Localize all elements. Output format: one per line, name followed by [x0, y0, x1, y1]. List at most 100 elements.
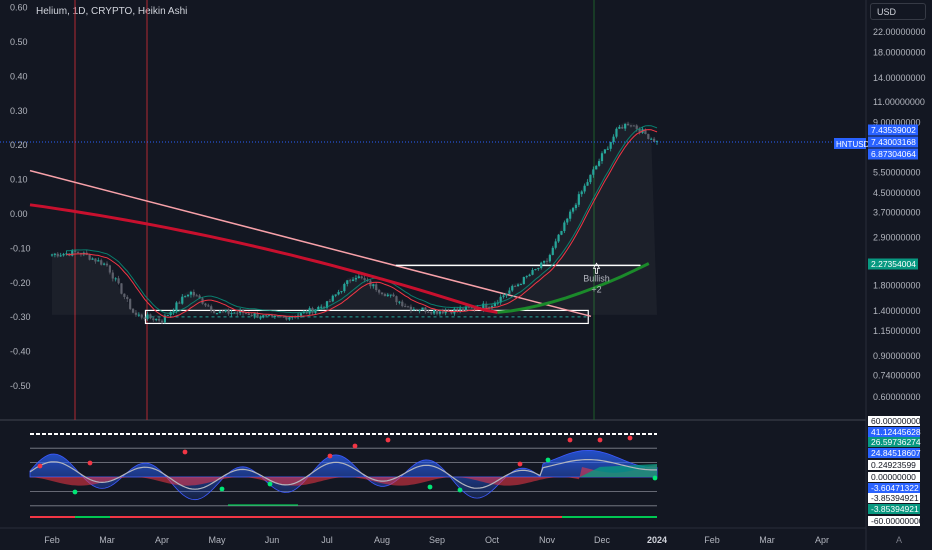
time-tick: Jul — [321, 535, 333, 545]
session-lines — [74, 0, 595, 420]
candle — [618, 126, 621, 129]
candle — [363, 278, 366, 281]
candle — [253, 313, 256, 316]
price-tag: 7.43539002 — [871, 125, 916, 135]
candle — [499, 296, 502, 303]
candle — [621, 126, 624, 129]
price-tick: 3.70000000 — [873, 208, 921, 218]
candle — [430, 312, 433, 314]
candle — [349, 280, 352, 282]
time-axis[interactable]: Feb Mar Apr May Jun Jul Aug Sep Oct Nov Dec 2024 Feb… — [44, 535, 829, 545]
candle — [459, 308, 462, 311]
candle — [189, 291, 193, 295]
time-tick: May — [208, 535, 226, 545]
osc-tag: 0.00000000 — [871, 472, 916, 482]
candle — [540, 262, 543, 269]
candle — [421, 307, 424, 311]
left-tick: -0.50 — [10, 381, 31, 391]
left-tick: 0.40 — [10, 71, 28, 81]
candle — [609, 142, 612, 149]
price-axis[interactable]: 22.00000000 18.00000000 14.00000000 11.0000… — [873, 27, 926, 402]
price-tag: 2.27354004 — [871, 259, 916, 269]
candle — [97, 260, 100, 262]
time-tick: 2024 — [647, 535, 667, 545]
price-tag-bg — [868, 124, 918, 136]
candle — [100, 260, 103, 265]
time-tick: Feb — [44, 535, 60, 545]
candle — [519, 284, 523, 286]
price-tick: 0.74000000 — [873, 371, 921, 381]
candle — [528, 274, 531, 277]
left-tick: -0.30 — [10, 312, 31, 322]
candle — [288, 317, 291, 320]
candle — [583, 185, 586, 192]
annotation-sub: +2 — [591, 284, 601, 294]
candle — [270, 315, 274, 317]
candle — [589, 174, 592, 183]
candle — [152, 318, 155, 321]
osc-tag: 60.00000000 — [871, 416, 921, 426]
osc-signal-dot — [182, 449, 188, 455]
candle — [126, 296, 129, 300]
candle — [299, 313, 303, 316]
candle — [357, 276, 360, 278]
price-tag: 7.43003168 — [871, 137, 916, 147]
candle — [606, 148, 609, 150]
candle — [505, 293, 508, 296]
candle — [577, 194, 580, 205]
osc-tag: -3.85394921 — [871, 493, 919, 503]
candle — [160, 320, 164, 323]
osc-money-flow — [30, 464, 657, 486]
candle — [213, 310, 216, 314]
currency-selector[interactable]: USD — [870, 3, 926, 20]
price-tag-bg — [868, 136, 918, 148]
arrow-up-icon — [592, 262, 601, 274]
candle — [595, 165, 598, 170]
candle — [88, 254, 91, 260]
osc-signal-dot — [457, 487, 463, 493]
candle — [380, 292, 384, 295]
candle — [111, 272, 114, 279]
candle — [635, 125, 638, 129]
candle — [592, 169, 595, 175]
osc-money-flow-bull — [580, 464, 657, 477]
candle — [574, 204, 578, 209]
time-tick: Dec — [594, 535, 611, 545]
auto-scale-button[interactable]: A — [896, 535, 903, 545]
descending-trendline — [29, 169, 592, 318]
candle — [149, 314, 152, 319]
candle — [433, 310, 436, 314]
osc-signal-dot — [597, 437, 603, 443]
candle — [545, 260, 549, 262]
candle — [236, 312, 239, 314]
candle — [294, 316, 297, 318]
candle — [291, 316, 294, 318]
candle — [233, 312, 236, 314]
left-axis: 0.60 0.50 0.40 0.30 0.20 0.10 0.00 -0.10 -0.20 -0… — [10, 3, 31, 391]
osc-signal-line — [29, 459, 657, 490]
signal-ma-line — [66, 125, 658, 314]
candle — [265, 315, 268, 317]
candle — [221, 311, 224, 313]
candle — [383, 294, 386, 297]
candle — [120, 283, 123, 294]
osc-tag-bg — [868, 416, 920, 426]
price-tag-bg — [868, 258, 918, 270]
candle — [331, 295, 334, 302]
candle — [76, 252, 80, 254]
candle — [259, 317, 262, 319]
candle — [215, 313, 219, 315]
cloud-fill — [52, 121, 657, 318]
price-tag: 6.87304064 — [871, 149, 916, 159]
annotation-label: Bullish — [583, 273, 610, 283]
candle — [404, 306, 407, 308]
candle — [624, 123, 627, 129]
candle — [653, 138, 656, 142]
candle — [366, 280, 369, 282]
candle — [415, 309, 418, 311]
osc-tag-bg — [868, 516, 920, 526]
candle — [557, 234, 560, 242]
oscillator-pane[interactable] — [29, 433, 658, 518]
candle — [276, 316, 279, 318]
